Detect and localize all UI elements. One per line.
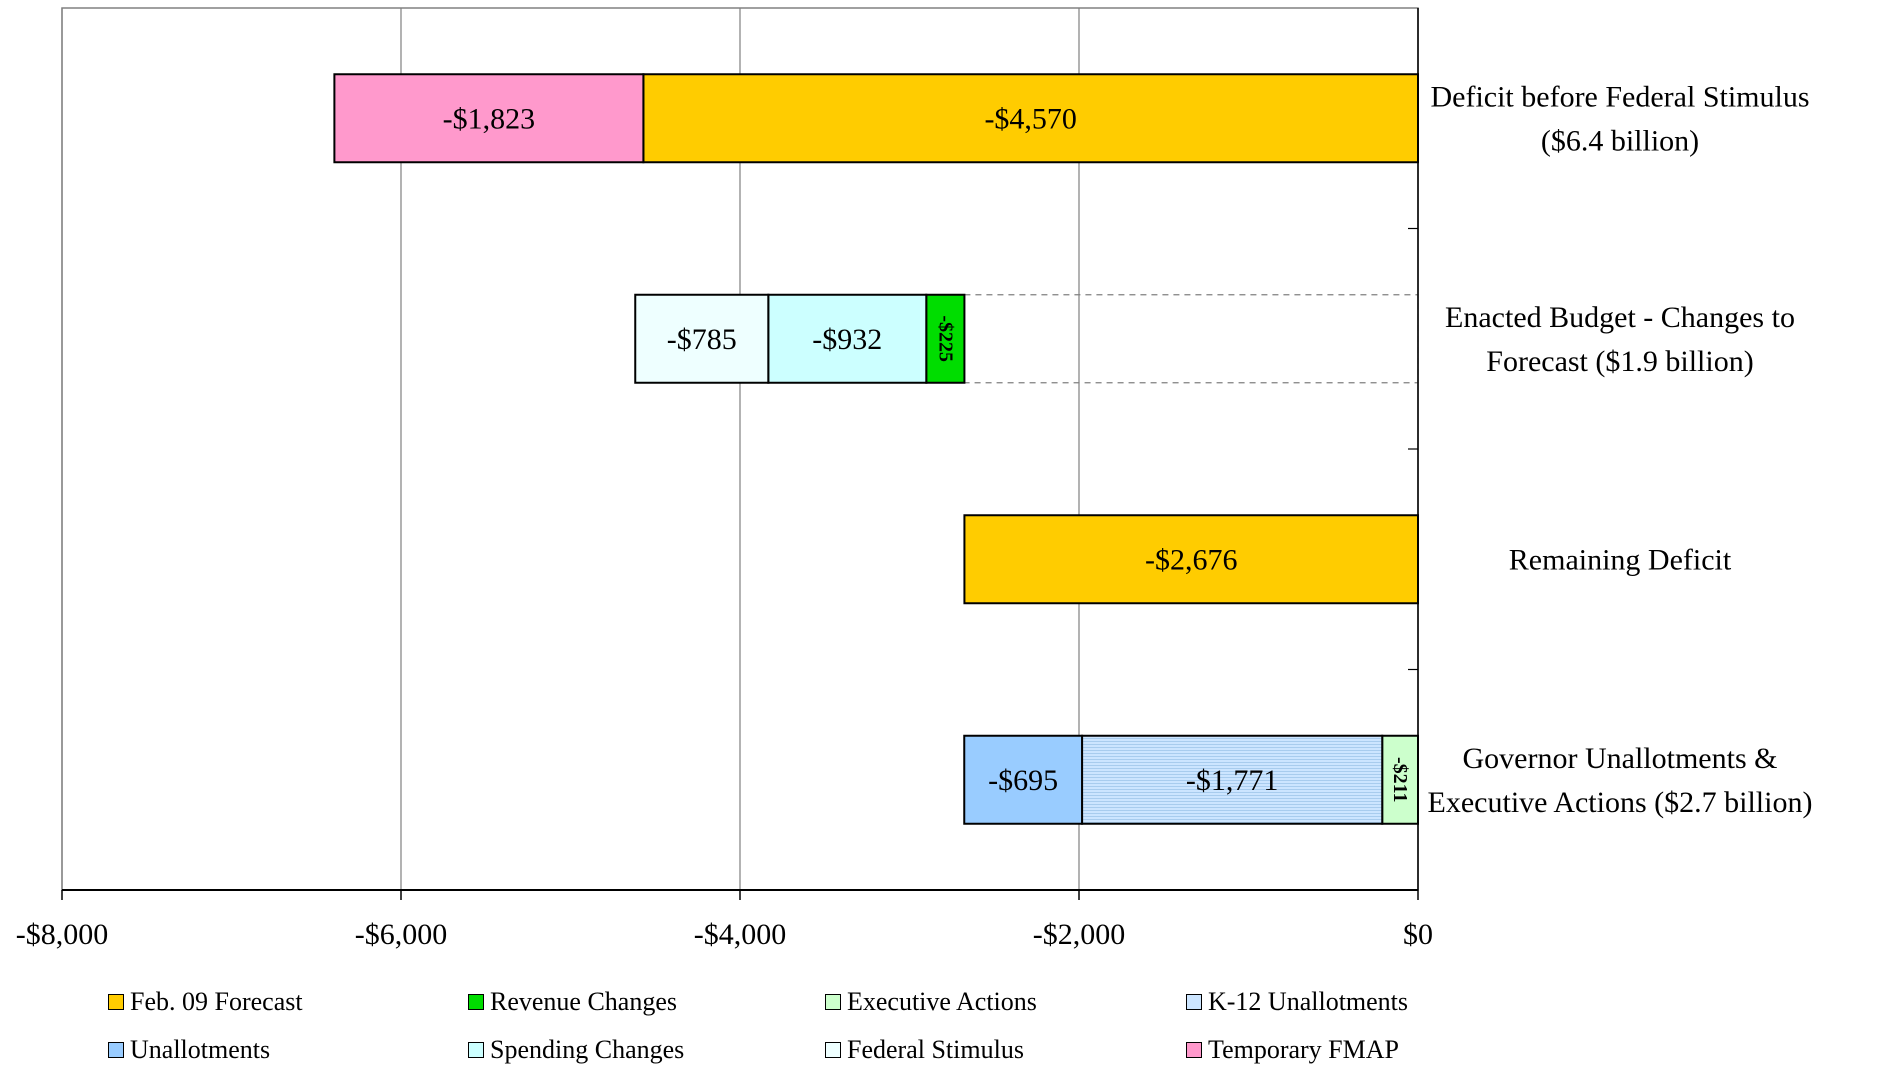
x-tick-label: $0 — [1403, 918, 1433, 951]
category-label: Executive Actions ($2.7 billion) — [1428, 786, 1813, 819]
x-tick-label: -$8,000 — [16, 918, 109, 951]
bar-segment-federal-stimulus — [634, 293, 770, 384]
bar-data-label: -$932 — [812, 323, 882, 356]
bar-data-label: -$785 — [667, 323, 737, 356]
category-label: Remaining Deficit — [1509, 543, 1732, 576]
x-tick-label: -$6,000 — [355, 918, 448, 951]
x-tick-label: -$4,000 — [694, 918, 787, 951]
bar-segment-k-12-unallotments — [1081, 734, 1384, 825]
category-label: Governor Unallotments & — [1463, 742, 1778, 775]
category-label: ($6.4 billion) — [1541, 124, 1699, 157]
bar-data-label: -$695 — [988, 764, 1058, 797]
bar-segment-feb-09-forecast — [963, 514, 1420, 605]
bar-segment-temporary-fmap — [333, 73, 645, 164]
category-label: Deficit before Federal Stimulus — [1430, 80, 1809, 113]
bar-data-label: -$1,771 — [1186, 764, 1279, 797]
bar-data-label: -$1,823 — [443, 102, 536, 135]
x-tick-label: -$2,000 — [1033, 918, 1126, 951]
bar-segment-unallotments — [963, 734, 1084, 825]
bar-data-label: -$2,676 — [1145, 543, 1238, 576]
bar-data-label: -$4,570 — [984, 102, 1077, 135]
category-label: Forecast ($1.9 billion) — [1486, 345, 1753, 378]
category-label: Enacted Budget - Changes to — [1445, 301, 1795, 334]
bar-data-label: -$211 — [1389, 757, 1411, 803]
bar-segment-executive-actions — [1381, 734, 1419, 825]
bar-data-label: -$225 — [934, 315, 956, 362]
